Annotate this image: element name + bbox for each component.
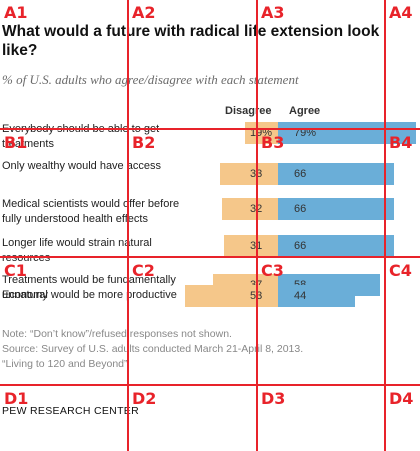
grid-cell-label: D1 <box>4 389 29 408</box>
agree-header: Agree <box>289 105 321 117</box>
row-label: Longer life would strain natural resourc… <box>2 237 152 264</box>
brand-name: PEW RESEARCH CENTER <box>2 405 139 417</box>
agree-bar <box>278 235 394 257</box>
grid-cell-label: A2 <box>132 3 156 22</box>
note-text: Note: “Don’t know”/refused responses not… <box>2 328 232 340</box>
agree-bar <box>278 198 394 220</box>
agree-value: 44 <box>294 290 307 302</box>
agree-bar <box>278 163 394 185</box>
grid-cell-label: C3 <box>261 261 284 280</box>
chart-title: What would a future with radical life ex… <box>2 23 380 59</box>
grid-vertical-line <box>127 0 129 451</box>
grid-horizontal-line <box>0 128 420 130</box>
grid-cell-label: C2 <box>132 261 155 280</box>
agree-value: 66 <box>294 168 307 180</box>
grid-cell-label: D2 <box>132 389 157 408</box>
grid-cell-label: B3 <box>261 133 285 152</box>
disagree-bar <box>244 122 278 144</box>
grid-cell-label: B4 <box>389 133 413 152</box>
source-text: Source: Survey of U.S. adults conducted … <box>2 343 304 355</box>
grid-horizontal-line <box>0 256 420 258</box>
disagree-value: 19% <box>250 127 273 139</box>
grid-vertical-line <box>256 0 258 451</box>
chart-subtitle: % of U.S. adults who agree/disagree with… <box>2 72 299 87</box>
grid-cell-label: C1 <box>4 261 27 280</box>
agree-bar <box>278 122 417 144</box>
agree-value: 66 <box>294 240 307 252</box>
grid-cell-label: C4 <box>389 261 412 280</box>
report-text: “Living to 120 and Beyond” <box>2 358 128 370</box>
grid-cell-label: D4 <box>389 389 414 408</box>
row-label: Medical scientists would offer before fu… <box>2 198 180 225</box>
grid-cell-label: B1 <box>4 133 28 152</box>
agree-value: 66 <box>294 203 307 215</box>
disagree-bar <box>223 235 278 257</box>
disagree-header: Disagree <box>225 105 272 117</box>
disagree-bar <box>220 163 278 185</box>
grid-cell-label: A1 <box>4 3 28 22</box>
grid-cell-label: B2 <box>132 133 156 152</box>
grid-cell-label: D3 <box>261 389 286 408</box>
agree-bar <box>278 285 355 307</box>
grid-cell-label: A3 <box>261 3 285 22</box>
disagree-bar <box>185 285 278 307</box>
row-label: Treatments would be fundamentally unnatu… <box>2 274 176 301</box>
row-label: Economy would be more productive <box>2 289 177 301</box>
agree-value: 79% <box>294 127 317 139</box>
grid-cell-label: A4 <box>389 3 413 22</box>
row-label: Only wealthy would have access <box>2 160 161 172</box>
grid-vertical-line <box>384 0 386 451</box>
grid-horizontal-line <box>0 384 420 386</box>
disagree-bar <box>222 198 278 220</box>
row-label: Everybody should be able to get treatmen… <box>2 123 159 150</box>
